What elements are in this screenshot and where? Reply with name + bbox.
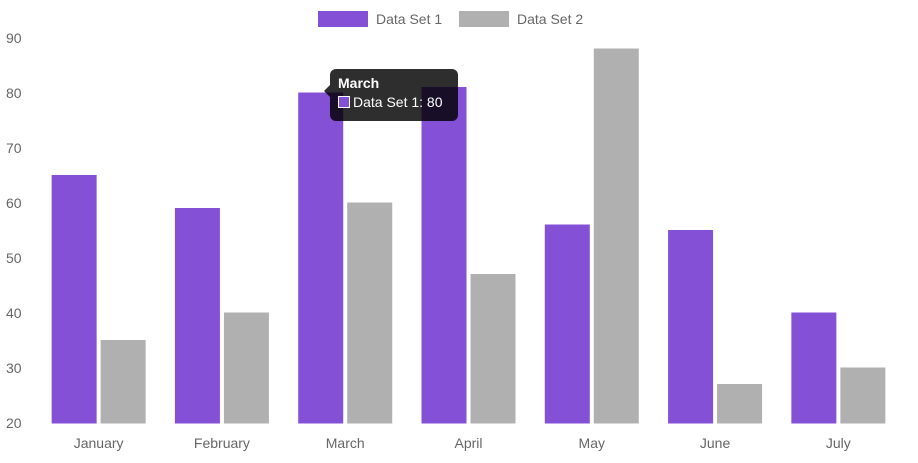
bar-2-june[interactable]: [717, 384, 763, 424]
x-tick-label: June: [700, 435, 731, 451]
bar-2-january[interactable]: [100, 340, 146, 424]
bar-1-february[interactable]: [174, 208, 220, 424]
x-tick-label: March: [326, 435, 365, 451]
y-tick-label: 50: [6, 250, 22, 266]
y-tick-label: 60: [6, 195, 22, 211]
x-tick-label: July: [826, 435, 851, 451]
y-tick-label: 20: [6, 415, 22, 431]
bar-1-may[interactable]: [544, 224, 590, 424]
x-tick-label: April: [454, 435, 482, 451]
y-tick-label: 80: [6, 85, 22, 101]
bar-2-february[interactable]: [223, 312, 269, 424]
legend-label-2[interactable]: Data Set 2: [517, 11, 583, 27]
chart-tooltip: March Data Set 1: 80: [324, 69, 458, 121]
tooltip-color-swatch: [338, 96, 350, 108]
legend-swatch-1[interactable]: [318, 11, 368, 27]
bar-2-july[interactable]: [840, 367, 886, 424]
bar-1-april[interactable]: [421, 87, 467, 424]
x-tick-label: January: [74, 435, 124, 451]
bar-2-may[interactable]: [593, 48, 639, 424]
bar-1-march[interactable]: [298, 92, 344, 424]
y-tick-label: 90: [6, 30, 22, 46]
tooltip-label: Data Set 1: 80: [353, 94, 443, 110]
y-tick-label: 30: [6, 360, 22, 376]
bar-1-january[interactable]: [51, 175, 97, 424]
bar-2-march[interactable]: [347, 202, 393, 424]
tooltip-title: March: [338, 75, 380, 91]
bar-2-april[interactable]: [470, 274, 516, 424]
y-tick-label: 70: [6, 140, 22, 156]
bar-1-july[interactable]: [791, 312, 837, 424]
y-tick-label: 40: [6, 305, 22, 321]
tooltip-row: Data Set 1: 80: [338, 94, 450, 110]
x-tick-label: May: [579, 435, 605, 451]
x-tick-label: February: [194, 435, 250, 451]
legend-swatch-2[interactable]: [459, 11, 509, 27]
bar-1-june[interactable]: [668, 230, 714, 424]
legend-label-1[interactable]: Data Set 1: [376, 11, 442, 27]
